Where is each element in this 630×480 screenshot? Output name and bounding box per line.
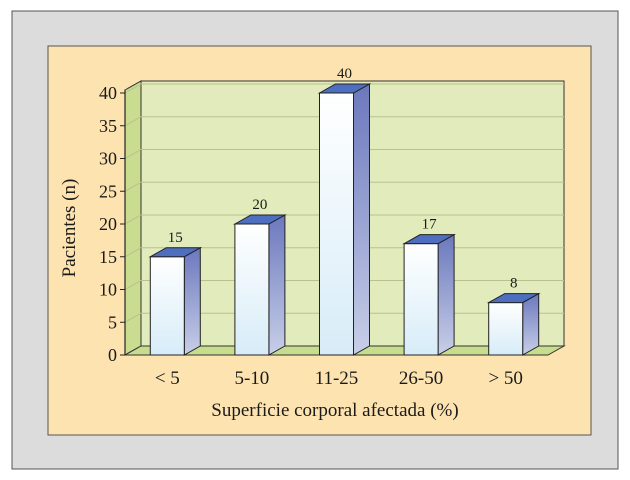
y-tick-label: 40 xyxy=(99,83,117,103)
y-tick-label: 20 xyxy=(99,214,117,234)
y-tick-label: 10 xyxy=(99,280,117,300)
x-axis-label: Superficie corporal afectada (%) xyxy=(211,400,458,421)
gridline-25 xyxy=(124,181,564,192)
data-label: 15 xyxy=(168,230,183,246)
bar-2-side xyxy=(353,83,370,356)
x-tick-label: < 5 xyxy=(155,368,180,389)
bar-3 xyxy=(403,243,439,356)
bar-3-top xyxy=(402,234,457,245)
gridline-20 xyxy=(124,214,564,225)
bar-1-top xyxy=(232,214,287,225)
bar-0-top xyxy=(148,247,203,258)
data-label: 40 xyxy=(337,66,352,82)
bar-0 xyxy=(149,256,185,356)
bar-3-side xyxy=(437,233,455,356)
x-tick-label: > 50 xyxy=(488,368,522,389)
gridline-35 xyxy=(124,116,564,127)
y-tick-label: 35 xyxy=(99,116,117,136)
x-tick-label: 26-50 xyxy=(399,368,443,389)
y-axis-label: Pacientes (n) xyxy=(59,179,80,278)
bar-4 xyxy=(488,302,524,356)
bar-0-side xyxy=(183,246,201,356)
bar-4-top xyxy=(486,293,541,304)
x-tick-label: 5-10 xyxy=(234,368,269,389)
data-label: 20 xyxy=(252,197,267,213)
bar-1-side xyxy=(268,214,286,356)
bar-2 xyxy=(319,92,354,356)
gridline-30 xyxy=(124,149,564,159)
y-tick-label: 0 xyxy=(108,345,117,365)
plot-area: 0 5 10 15 20 25 30 35 40 15 < 5 20 5-10 40 11-25 17 26-5… xyxy=(99,66,566,389)
bar-1 xyxy=(234,223,270,356)
bar-4-side xyxy=(522,292,540,356)
gridline-40 xyxy=(124,83,564,94)
data-label: 17 xyxy=(422,217,438,233)
x-tick-label: 11-25 xyxy=(315,368,359,389)
y-tick-label: 15 xyxy=(99,247,117,267)
bar-2-top xyxy=(317,83,372,94)
y-tick-label: 30 xyxy=(99,149,117,169)
y-tick-label: 25 xyxy=(99,181,117,201)
y-tick-label: 5 xyxy=(108,312,117,332)
plot-side-wall xyxy=(124,80,142,356)
data-label: 8 xyxy=(510,276,518,292)
